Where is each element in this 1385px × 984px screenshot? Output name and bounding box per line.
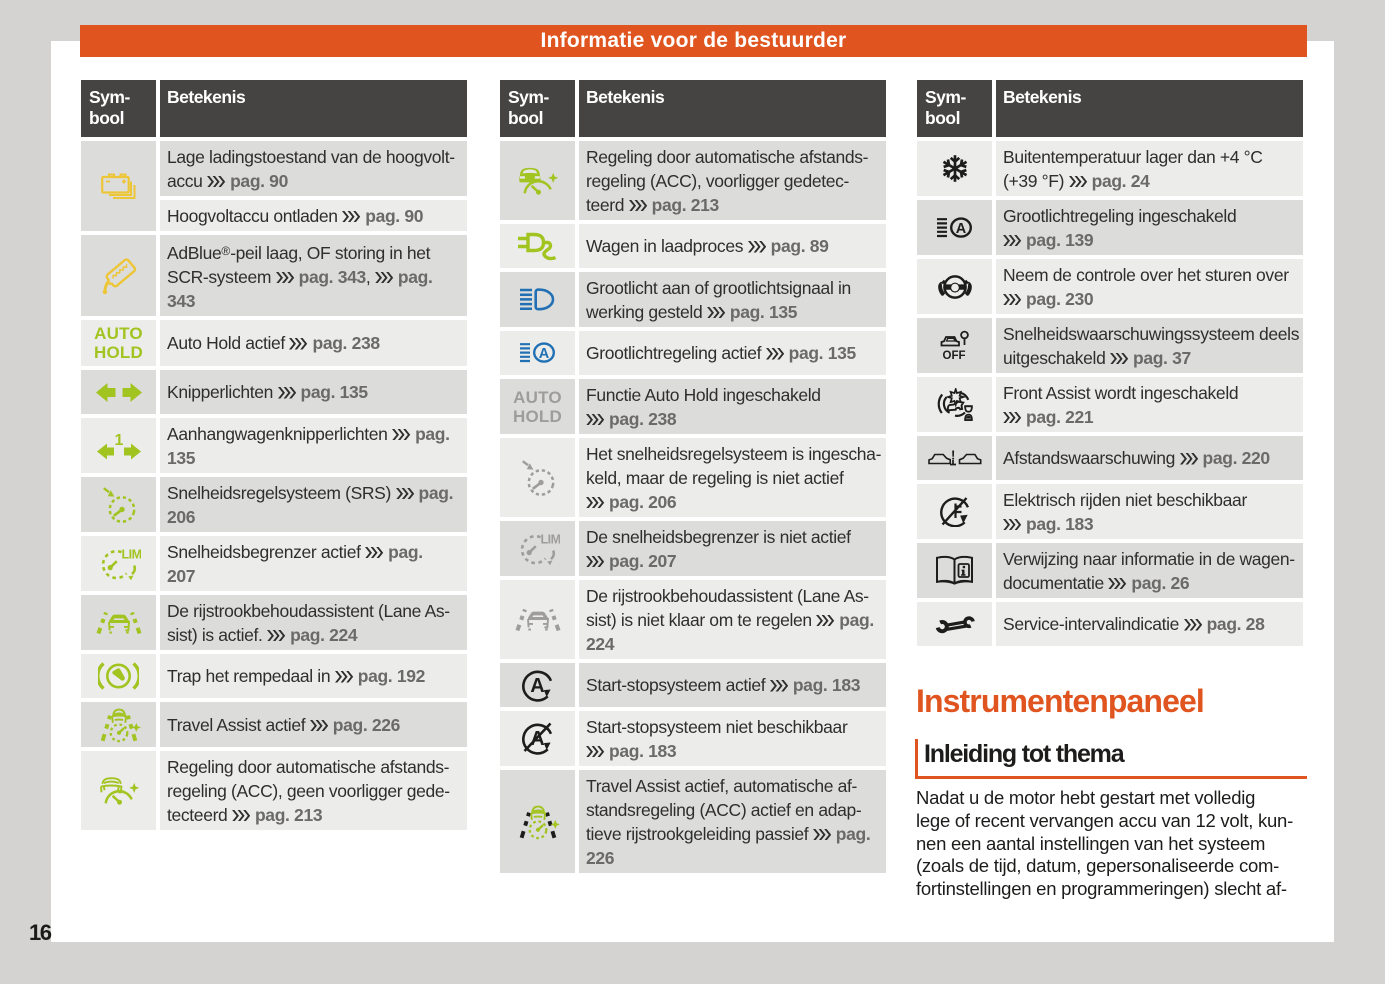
svg-text:LIM: LIM [122, 548, 142, 562]
svg-text:!: ! [951, 450, 955, 463]
svg-text:OFF: OFF [942, 350, 965, 361]
svg-text:A: A [530, 675, 544, 697]
svg-text:1: 1 [114, 432, 123, 449]
svg-text:A: A [956, 221, 967, 237]
svg-text:A: A [539, 346, 550, 362]
svg-text:LIM: LIM [541, 533, 561, 547]
